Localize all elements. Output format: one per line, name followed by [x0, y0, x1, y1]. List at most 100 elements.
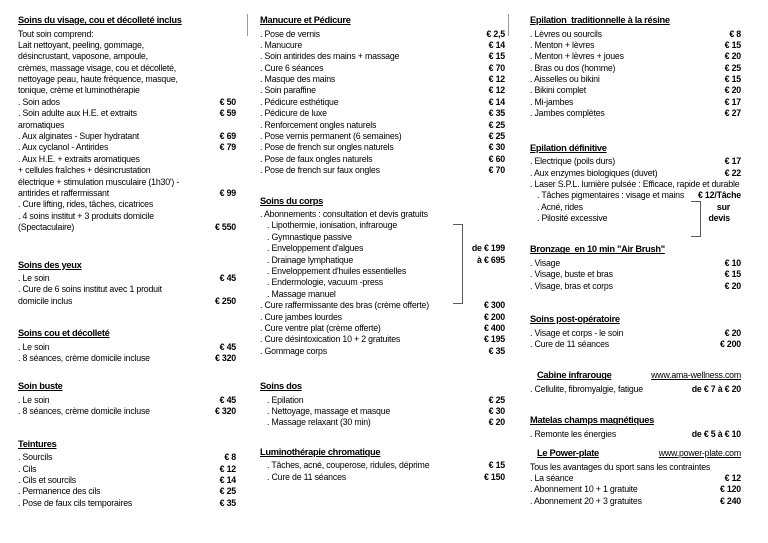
item-label: . Abonnements : consultation et devis gr… — [260, 209, 428, 220]
website-link[interactable]: www.power-plate.com — [658, 448, 741, 459]
item-price: de € 7 à € 20 — [691, 383, 741, 394]
price-row: . La séance € 12 — [530, 473, 741, 484]
item-label: . La séance — [530, 473, 574, 484]
item-label: . Mi-jambes — [530, 96, 574, 107]
item-label: . Lipothermie, ionisation, infrarouge — [267, 220, 398, 231]
price-row: . Abonnements : consultation et devis gr… — [260, 209, 505, 220]
price-row: électrique + stimulation musculaire (1h3… — [18, 177, 236, 188]
item-label: . Remonte les énergies — [530, 428, 617, 439]
item-price: € 14 — [219, 475, 237, 486]
section-title: Soins du corps — [260, 195, 323, 206]
section-header: Le Power-plate www.power-plate.com — [530, 448, 741, 462]
price-row: . Le soin € 45 — [18, 273, 236, 284]
item-label: antirides et raffermissant — [18, 187, 109, 198]
item-label: . Soin antirides des mains + massage — [260, 51, 400, 62]
item-label: . Visage et corps - le soin — [530, 327, 624, 338]
price-row: . Sourcils € 8 — [18, 452, 236, 463]
section-header: Soins des yeux — [18, 260, 236, 274]
price-row: . Pose vernis permanent (6 semaines) € 25 — [260, 131, 505, 142]
item-label: . Cure jambes lourdes — [260, 311, 342, 322]
item-label: . Aux cyclanol - Antirides — [18, 142, 109, 153]
price-row: . Aux H.E. + extraits aromatiques — [18, 154, 236, 165]
item-price: € 400 — [483, 322, 505, 333]
price-row: . Menton + lèvres + joues € 20 — [530, 51, 741, 62]
item-label: . Abonnement 20 + 3 gratuites — [530, 495, 642, 506]
item-price: € 22 — [724, 167, 742, 178]
price-row: . Cure lifting, rides, tâches, cicatrice… — [18, 199, 236, 210]
item-price: € 45 — [219, 341, 237, 352]
item-price: € 10 — [724, 257, 742, 268]
item-label: . Pose de french sur faux ongles — [260, 165, 380, 176]
price-row: . Laser S.P.L. lumière pulsée : Efficace… — [530, 179, 741, 190]
section-header: Teintures — [18, 439, 236, 453]
item-label: . Massage relaxant (30 min) — [267, 417, 371, 428]
website-link[interactable]: www.ama-wellness.com — [651, 370, 741, 381]
section-soins-cou-et-decollete: Soins cou et décolleté . Le soin € 45. 8 s… — [18, 328, 236, 364]
item-price: € 12 — [488, 74, 506, 85]
price-row: Tous les avantages du sport sans les con… — [530, 462, 741, 473]
item-price: € 30 — [488, 406, 506, 417]
item-label: . Endermologie, vacuum -press — [267, 277, 383, 288]
item-price: € 45 — [219, 273, 237, 284]
price-row: . Tâches, acné, couperose, ridules, dépr… — [260, 460, 505, 471]
item-label: . Menton + lèvres — [530, 39, 595, 50]
item-label: . Soin ados — [18, 96, 60, 107]
item-label: . Enveloppement d'huiles essentielles — [267, 266, 407, 277]
item-label: . Bras ou dos (homme) — [530, 62, 616, 73]
section-header: Epilation définitive — [530, 143, 741, 157]
item-label: . Tâches, acné, couperose, ridules, dépr… — [267, 460, 430, 471]
item-price: € 20 — [724, 280, 742, 291]
item-label: . Laser S.P.L. lumière pulsée : Efficace… — [530, 178, 740, 189]
price-row: . Lèvres ou sourcils € 8 — [530, 29, 741, 40]
item-price: € 20 — [724, 51, 742, 62]
price-row: désincrustant, vaposone, ampoule, — [18, 51, 236, 62]
section-header: Cabine infrarouge www.ama-wellness.com — [530, 370, 741, 384]
item-label: crèmes, massage visage, cou et décolleté… — [18, 62, 177, 73]
item-price: € 25 — [219, 486, 237, 497]
price-row: . Aux enzymes biologiques (duvet) € 22 — [530, 168, 741, 179]
item-label: . Aux alginates - Super hydratant — [18, 131, 140, 142]
price-row: . Pose de french sur faux ongles € 70 — [260, 165, 505, 176]
section-epilation-definitive: Epilation définitive . Electrique (poils … — [530, 143, 741, 225]
item-label: . Acné, rides — [537, 201, 583, 212]
section-soins-des-yeux: Soins des yeux . Le soin € 45 . Cure de 6 s… — [18, 260, 236, 308]
item-label: . Cure désintoxication 10 + 2 gratuites — [260, 334, 401, 345]
item-price: € 320 — [214, 353, 236, 364]
price-row: antirides et raffermissant € 99 — [18, 188, 236, 199]
price-row: . Permanence des cils € 25 — [18, 486, 236, 497]
section-header: Soins post-opératoire — [530, 314, 741, 328]
item-price: € 70 — [488, 62, 506, 73]
item-price: € 45 — [219, 394, 237, 405]
section-title: Soins cou et décolleté — [18, 328, 110, 339]
item-price: € 12/Tâche — [698, 190, 741, 201]
section-header: Matelas champs magnétiques — [530, 415, 741, 429]
price-row: . Cure de 11 séances € 200 — [530, 339, 741, 350]
item-price: devis — [708, 213, 731, 224]
item-label: . Tâches pigmentaires : visage et mains — [537, 190, 685, 201]
price-row: . Aux cyclanol - Antirides € 79 — [18, 142, 236, 153]
item-price: € 200 — [719, 339, 741, 350]
price-row: . Visage € 10 — [530, 258, 741, 269]
item-price: € 25 — [488, 119, 506, 130]
item-label: . Pédicure esthétique — [260, 96, 339, 107]
item-label: . Manucure — [260, 39, 303, 50]
item-label: . Cils et sourcils — [18, 475, 76, 486]
item-label: . 8 séances, crème domicile incluse — [18, 353, 150, 364]
price-row: . Bikini complet € 20 — [530, 85, 741, 96]
price-row: . Abonnement 10 + 1 gratuite € 120 — [530, 484, 741, 495]
column-epilation-misc: Epilation traditionnelle à la résine . Lè… — [530, 15, 741, 507]
price-row: . Cils et sourcils € 14 — [18, 475, 236, 486]
section-title: Cabine infrarouge — [537, 370, 612, 381]
price-row: domicile inclus € 250 — [18, 296, 236, 307]
price-row: . Cils € 12 — [18, 464, 236, 475]
item-price: € 12 — [724, 473, 742, 484]
item-price: € 15 — [724, 269, 742, 280]
price-row: . Le soin € 45 — [18, 342, 236, 353]
item-price: € 20 — [724, 327, 742, 338]
section-title: Soins dos — [260, 381, 302, 392]
item-price: € 300 — [483, 300, 505, 311]
item-label: . Visage, buste et bras — [530, 269, 613, 280]
item-label: . Jambes complètes — [530, 108, 605, 119]
price-row: . Remonte les énergies de € 5 à € 10 — [530, 429, 741, 440]
